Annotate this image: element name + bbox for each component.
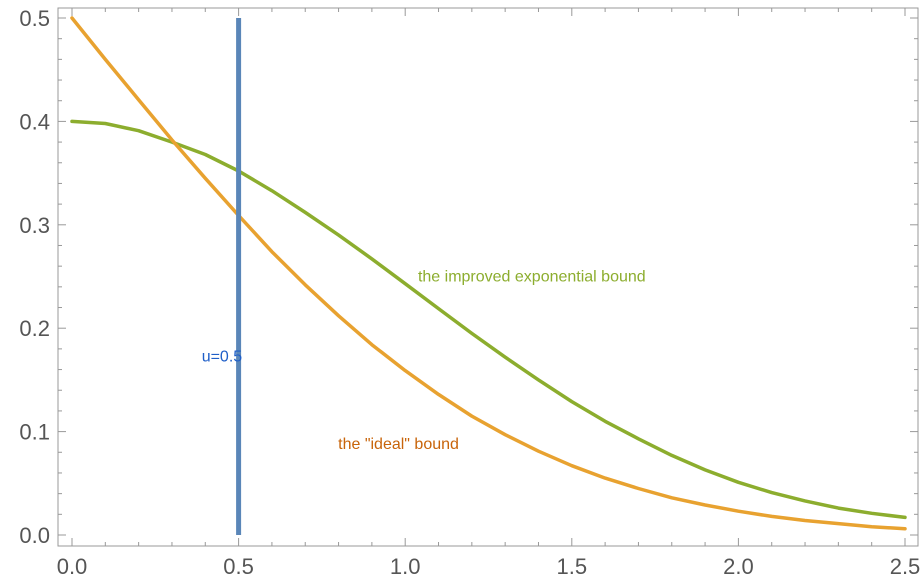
plot-frame xyxy=(57,7,919,547)
frame-border xyxy=(57,7,919,547)
series-layer xyxy=(70,16,907,531)
y-tick-label: 0.0 xyxy=(19,523,50,548)
axis-ticks: 0.0 0.5 1.0 1.5 2.0 2.5 0.0 0.1 0.2 0.3 0.4 0.5 xyxy=(19,6,920,579)
annotation-u: u=0.5 xyxy=(202,348,243,365)
y-tick-label: 0.3 xyxy=(19,213,50,238)
annotation-ideal-bound: the "ideal" bound xyxy=(338,436,459,453)
x-tick-label: 0.5 xyxy=(223,554,254,579)
y-tick-label: 0.4 xyxy=(19,109,50,134)
annotation-improved-exponential-bound: the improved exponential bound xyxy=(418,269,646,286)
series-line-ideal-bound xyxy=(70,16,907,531)
y-tick-label: 0.5 xyxy=(19,6,50,31)
x-tick-label: 0.0 xyxy=(57,554,88,579)
x-tick-label: 2.5 xyxy=(890,554,921,579)
annotations: the improved exponential bound the "ideal… xyxy=(202,269,646,454)
y-tick-label: 0.1 xyxy=(19,420,50,445)
x-tick-label: 2.0 xyxy=(723,554,754,579)
series-line-improved-exponential-bound xyxy=(70,119,907,520)
x-tick-label: 1.0 xyxy=(390,554,421,579)
x-tick-label: 1.5 xyxy=(557,554,588,579)
y-tick-label: 0.2 xyxy=(19,316,50,341)
